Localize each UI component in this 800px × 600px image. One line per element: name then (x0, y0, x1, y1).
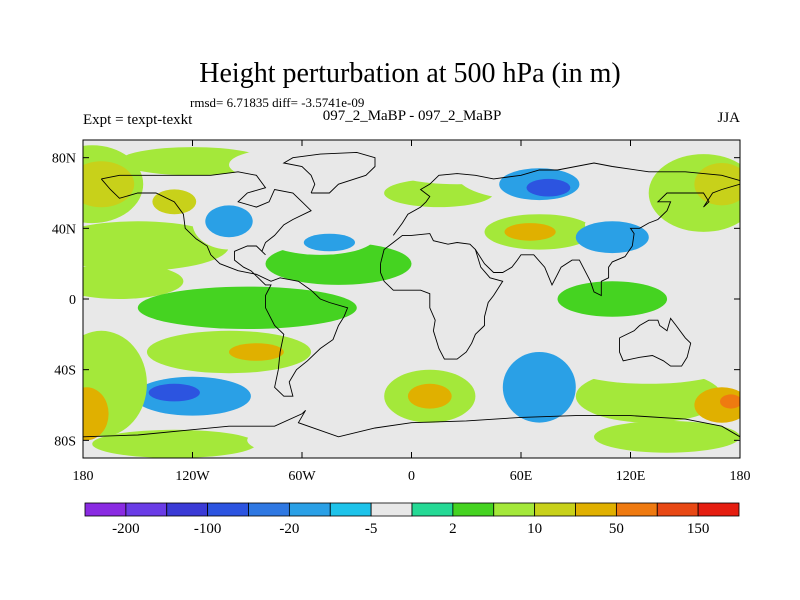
field-contour-13 (148, 383, 200, 402)
field-contour-45 (557, 281, 668, 317)
stats-text: rmsd= 6.71835 diff= -3.5741e-09 (190, 95, 364, 110)
field-contour-21 (303, 233, 355, 252)
field-contour-8 (205, 205, 253, 238)
field-contour-40 (575, 369, 722, 423)
colorbar-swatch-7 (370, 502, 413, 517)
field-contour-22 (384, 210, 494, 246)
field-contour-44 (594, 420, 740, 453)
x-axis: 180 120W 60W 0 60E 120E 180 (73, 140, 751, 484)
coastline-3 (380, 233, 504, 360)
right-label: JJA (717, 110, 740, 126)
colorbar-swatch-13 (615, 502, 658, 517)
height-field (83, 145, 740, 458)
field-contour-15 (83, 387, 109, 441)
y-tick-label-2: 0 (69, 293, 76, 308)
colorbar-swatch-5 (288, 502, 331, 517)
x-tick-label-3: 0 (408, 469, 415, 484)
field-contour-38 (407, 383, 452, 409)
colorbar-swatch-8 (411, 502, 454, 517)
field-contour-19 (247, 426, 357, 455)
field-contour-32 (575, 221, 649, 254)
field-contour-3 (83, 161, 135, 208)
colorbar-swatch-10 (493, 502, 536, 517)
y-tick-label-0: 80N (52, 152, 76, 167)
field-contour-16 (146, 330, 312, 374)
field-contour-6 (228, 148, 339, 181)
field-contour-9 (137, 286, 357, 329)
coastline-6 (83, 409, 740, 438)
coastline-2 (392, 162, 740, 236)
colorbar-swatch-9 (452, 502, 495, 517)
field-contour-4 (119, 147, 266, 176)
y-axis: 80N 40N 0 40S 80S (52, 152, 740, 449)
colorbar-label-2: -20 (279, 521, 299, 537)
colorbar-swatch-6 (329, 502, 372, 517)
x-tick-label-0: 180 (73, 469, 94, 484)
colorbar-label-6: 50 (609, 521, 624, 537)
y-tick-label-3: 40S (54, 364, 76, 379)
x-tick-label-1: 120W (175, 469, 210, 484)
colorbar-label-1: -100 (194, 521, 222, 537)
colorbar-label-7: 150 (687, 521, 710, 537)
coastline-4 (475, 183, 740, 297)
field-contour-1 (83, 263, 184, 299)
y-tick-label-4: 80S (54, 434, 76, 449)
x-tick-label-6: 180 (730, 469, 751, 484)
colorbar-swatch-2 (166, 502, 209, 517)
colorbar-swatch-15 (697, 502, 740, 517)
x-tick-label-5: 120E (616, 469, 646, 484)
colorbar-swatch-1 (125, 502, 168, 517)
field-contour-42 (720, 394, 740, 409)
colorbar-swatch-3 (207, 502, 249, 517)
colorbar-swatch-12 (575, 502, 617, 517)
x-tick-label-2: 60W (288, 469, 316, 484)
field-contour-43 (575, 355, 722, 384)
colorbar-label-5: 10 (527, 521, 542, 537)
colorbar-swatch-4 (248, 502, 290, 517)
colorbar-swatch-14 (656, 502, 699, 517)
field-contour-34 (694, 163, 740, 206)
colorbar-label-4: 2 (449, 521, 457, 537)
colorbar-labels: -200 -100 -20 -5 2 10 50 150 (112, 521, 709, 537)
field-contour-27 (526, 178, 571, 197)
colorbar-swatch-11 (534, 502, 576, 517)
field-contour-0 (83, 221, 230, 271)
field-contour-29 (504, 223, 556, 241)
coastline-1 (282, 151, 376, 194)
coastlines (83, 151, 740, 438)
colorbar-label-3: -5 (365, 521, 378, 537)
colorbar-label-0: -200 (112, 521, 140, 537)
left-label: Expt = texpt-texkt (83, 112, 193, 128)
field-contour-39 (502, 352, 576, 423)
coastline-0 (100, 171, 349, 397)
chart-subtitle: 097_2_MaBP - 097_2_MaBP (323, 108, 502, 124)
field-contour-18 (92, 429, 257, 458)
y-tick-label-1: 40N (52, 222, 76, 237)
colorbar-swatch-0 (84, 502, 127, 517)
coastline-5 (619, 317, 692, 367)
x-tick-label-4: 60E (510, 469, 533, 484)
field-contour-17 (229, 343, 284, 361)
chart-title: Height perturbation at 500 hPa (in m) (199, 58, 620, 89)
map-plot-area (82, 139, 741, 459)
colorbar (84, 502, 740, 517)
